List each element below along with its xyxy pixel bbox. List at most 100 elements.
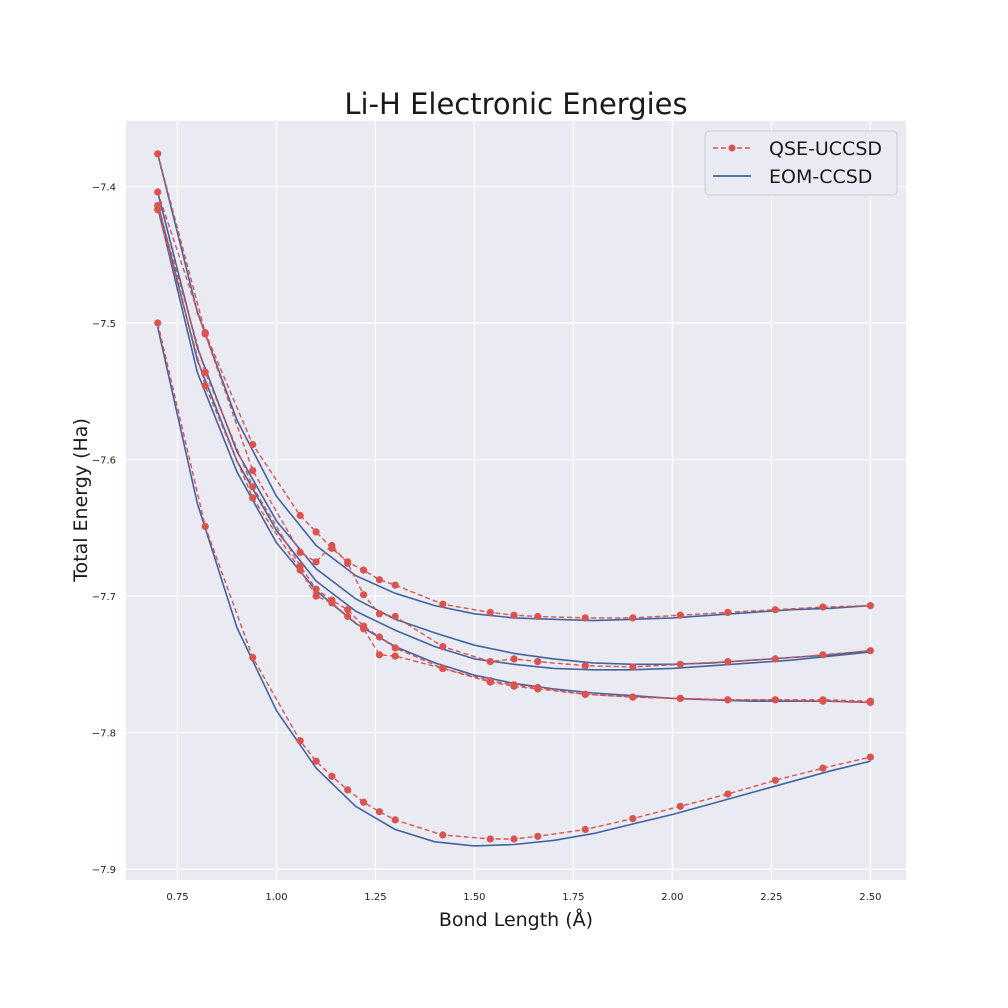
qse-uccsd-point [510, 835, 518, 843]
qse-uccsd-point [328, 772, 336, 780]
qse-uccsd-point [581, 825, 589, 834]
qse-uccsd-point [201, 329, 209, 337]
qse-uccsd-point [771, 776, 779, 784]
y-tick-label: −7.8 [92, 729, 116, 740]
qse-uccsd-point [819, 651, 827, 659]
qse-uccsd-point [676, 611, 684, 619]
qse-uccsd-point [534, 612, 542, 621]
qse-uccsd-point [771, 696, 779, 704]
qse-uccsd-point [391, 581, 399, 589]
x-tick-label: 1.75 [562, 892, 584, 903]
x-axis-label: Bond Length (Å) [439, 908, 593, 931]
qse-uccsd-point [581, 662, 589, 670]
qse-uccsd-point [629, 815, 637, 823]
qse-uccsd-point [676, 660, 684, 668]
qse-uccsd-point [344, 606, 352, 614]
qse-uccsd-point [344, 612, 352, 621]
x-tick-label: 2.25 [760, 892, 782, 903]
qse-uccsd-point [724, 608, 732, 617]
qse-uccsd-point [328, 596, 336, 604]
qse-uccsd-point [581, 690, 589, 698]
qse-uccsd-point [439, 664, 447, 673]
qse-uccsd-point [249, 494, 257, 502]
legend-marker-qse-uccsd [728, 144, 736, 152]
eom-ccsd-series-line [156, 326, 871, 847]
qse-uccsd-point [771, 655, 779, 663]
qse-uccsd-point [375, 576, 383, 584]
qse-uccsd-point [375, 633, 383, 641]
qse-uccsd-point [724, 696, 732, 704]
x-tick-label: 1.25 [364, 892, 386, 903]
qse-uccsd-point [391, 644, 399, 652]
x-tick-label: 2.00 [661, 892, 683, 903]
plot-area [126, 121, 906, 880]
qse-uccsd-point [391, 652, 399, 660]
qse-uccsd-point [312, 757, 320, 765]
qse-uccsd-point [154, 150, 162, 158]
qse-uccsd-point [629, 693, 637, 701]
qse-uccsd-point [724, 790, 732, 798]
x-tick-label: 0.75 [166, 892, 188, 903]
qse-uccsd-point [510, 611, 518, 619]
qse-uccsd-point [629, 614, 637, 622]
y-tick-label: −7.7 [92, 592, 116, 603]
qse-uccsd-point [510, 681, 518, 689]
qse-uccsd-point [534, 658, 542, 666]
grid-lines [126, 121, 906, 880]
qse-uccsd-point [676, 694, 684, 703]
qse-uccsd-point [439, 643, 447, 651]
qse-uccsd-point [360, 566, 368, 574]
qse-uccsd-point [296, 737, 304, 745]
legend-label-eom-ccsd: EOM-CCSD [769, 166, 872, 188]
qse-uccsd-point [486, 835, 494, 843]
qse-uccsd-point [819, 603, 827, 611]
qse-uccsd-point [866, 753, 875, 761]
qse-uccsd-point [249, 440, 257, 449]
qse-uccsd-point [375, 651, 383, 659]
x-tick-label: 1.00 [265, 892, 287, 903]
y-tick-label: −7.4 [92, 183, 116, 194]
qse-uccsd-point [581, 614, 589, 622]
qse-uccsd-point [391, 612, 399, 621]
qse-uccsd-point [312, 558, 320, 566]
y-axis-label: Total Energy (Ha) [70, 418, 92, 583]
qse-uccsd-point [296, 548, 304, 557]
qse-uccsd-point [676, 802, 684, 810]
qse-uccsd-point [201, 382, 209, 390]
qse-uccsd-point [154, 188, 162, 196]
qse-uccsd-point [866, 602, 875, 610]
qse-uccsd-point [391, 816, 399, 824]
y-axis-ticks: −7.4 −7.5 −7.6 −7.7 −7.8 −7.9 [92, 183, 116, 877]
y-tick-label: −7.6 [92, 456, 116, 467]
qse-uccsd-point [486, 677, 494, 685]
qse-uccsd-point [312, 592, 320, 600]
qse-uccsd-point [296, 562, 304, 570]
qse-uccsd-point [312, 528, 320, 536]
qse-uccsd-point [360, 622, 368, 630]
qse-uccsd-point [344, 786, 352, 794]
qse-uccsd-point [154, 319, 162, 327]
series-layer [154, 150, 875, 847]
qse-uccsd-point [249, 466, 257, 475]
x-tick-label: 1.50 [463, 892, 485, 903]
y-tick-label: −7.5 [92, 319, 116, 330]
qse-uccsd-point [439, 600, 447, 608]
qse-uccsd-point [201, 522, 209, 531]
legend: QSE-UCCSD EOM-CCSD [704, 130, 898, 196]
qse-uccsd-point [360, 591, 368, 599]
qse-uccsd-point [510, 655, 518, 663]
eom-ccsd-series-line [156, 202, 871, 671]
qse-uccsd-point [344, 558, 352, 566]
qse-uccsd-point [312, 585, 320, 593]
qse-uccsd-point [819, 764, 827, 772]
legend-box [704, 130, 898, 196]
qse-uccsd-point [296, 511, 304, 520]
qse-uccsd-point [629, 663, 637, 671]
legend-label-qse-uccsd: QSE-UCCSD [769, 138, 882, 160]
chart-title: Li-H Electronic Energies [344, 87, 687, 121]
qse-uccsd-point [866, 647, 875, 655]
qse-uccsd-point [819, 697, 827, 705]
x-tick-label: 2.50 [859, 892, 881, 903]
y-tick-label: −7.9 [92, 865, 116, 876]
